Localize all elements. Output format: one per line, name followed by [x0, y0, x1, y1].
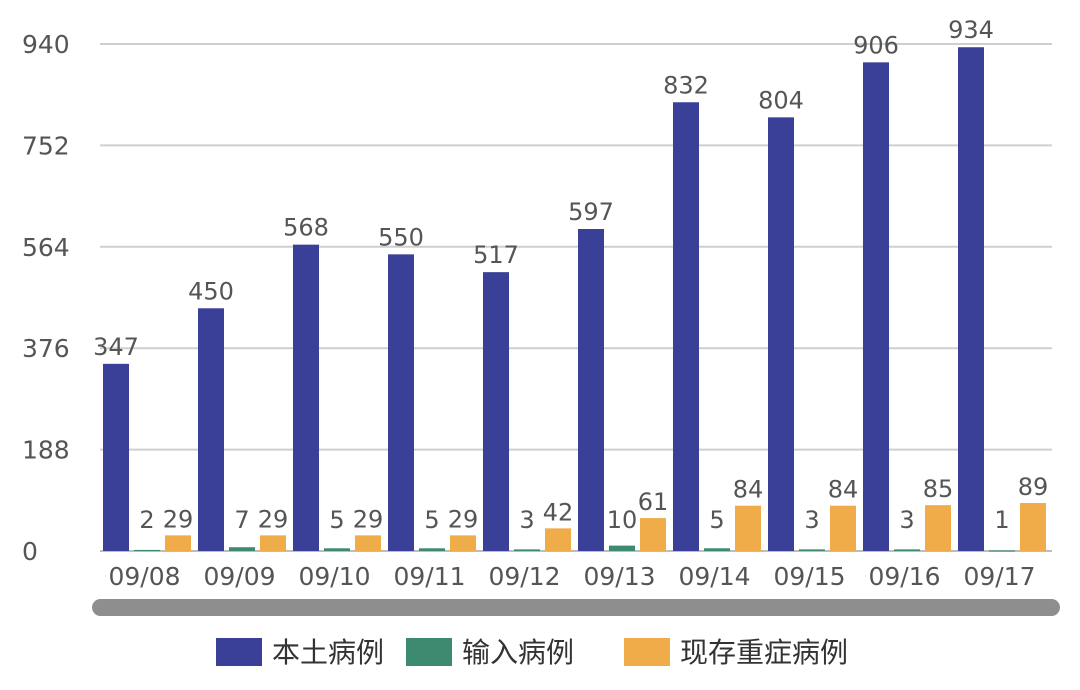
- data-label: 61: [638, 488, 669, 516]
- bar: [450, 535, 476, 551]
- data-label: 597: [568, 198, 614, 226]
- bar: [103, 363, 129, 551]
- data-label: 85: [923, 475, 954, 503]
- bar: [958, 47, 984, 551]
- data-label: 832: [663, 71, 709, 99]
- bar: [388, 254, 414, 551]
- bar: [1020, 502, 1046, 551]
- legend-swatch: [216, 638, 262, 666]
- bar: [419, 548, 445, 551]
- data-label: 5: [424, 506, 439, 534]
- legend-swatch: [624, 638, 670, 666]
- bar: [355, 535, 381, 551]
- y-tick-label: 376: [22, 334, 70, 363]
- x-tick-label: 09/17: [963, 562, 1035, 591]
- x-tick-label: 09/10: [298, 562, 370, 591]
- bar: [673, 102, 699, 551]
- bar: [229, 547, 255, 551]
- data-label: 3: [519, 506, 534, 534]
- data-label: 29: [163, 505, 194, 533]
- data-label: 550: [378, 223, 424, 251]
- data-label: 347: [93, 333, 139, 361]
- bar: [165, 535, 191, 551]
- data-label: 84: [733, 476, 764, 504]
- bar: [830, 505, 856, 551]
- bar: [768, 117, 794, 551]
- data-label: 5: [329, 506, 344, 534]
- y-tick-label: 564: [22, 233, 70, 262]
- data-label: 1: [994, 506, 1009, 534]
- legend: 本土病例 输入病例 现存重症病例: [216, 636, 848, 669]
- data-label: 10: [607, 506, 638, 534]
- data-label: 89: [1018, 473, 1049, 501]
- bar: [324, 548, 350, 551]
- y-axis-ticks: 0 188 376 564 752 940: [22, 30, 70, 566]
- legend-label: 本土病例: [272, 636, 384, 669]
- bar: [609, 545, 635, 551]
- bar: [134, 549, 160, 551]
- data-label: 934: [948, 16, 994, 44]
- bar: [799, 549, 825, 551]
- bar: [578, 229, 604, 551]
- bar: [989, 550, 1015, 552]
- bar: [735, 505, 761, 551]
- x-tick-label: 09/08: [108, 562, 180, 591]
- data-label: 3: [804, 506, 819, 534]
- y-tick-label: 940: [22, 30, 70, 59]
- data-label: 29: [258, 505, 289, 533]
- x-tick-label: 09/09: [203, 562, 275, 591]
- legend-label: 现存重症病例: [680, 636, 848, 669]
- data-label: 517: [473, 241, 519, 269]
- bar: [545, 528, 571, 551]
- data-label: 29: [353, 505, 384, 533]
- data-label: 42: [543, 498, 574, 526]
- bar: [640, 518, 666, 551]
- data-label: 84: [828, 476, 859, 504]
- x-tick-label: 09/15: [773, 562, 845, 591]
- bar: [704, 548, 730, 551]
- x-tick-label: 09/11: [393, 562, 465, 591]
- bar: [894, 549, 920, 551]
- data-label: 5: [709, 506, 724, 534]
- bar: [863, 62, 889, 552]
- bar: [260, 535, 286, 551]
- x-tick-label: 09/12: [488, 562, 560, 591]
- bar: [483, 272, 509, 551]
- bars: [103, 47, 1046, 552]
- x-tick-label: 09/16: [868, 562, 940, 591]
- bar: [293, 244, 319, 551]
- grid-lines: [100, 43, 1052, 552]
- data-label: 2: [139, 506, 154, 534]
- legend-label: 输入病例: [462, 636, 574, 669]
- data-label: 3: [899, 506, 914, 534]
- x-axis-ticks: 09/08 09/09 09/10 09/11 09/12 09/13 09/14 09/15…: [108, 562, 1035, 591]
- bar: [514, 549, 540, 551]
- data-label: 29: [448, 505, 479, 533]
- data-label: 450: [188, 277, 234, 305]
- horizontal-scrollbar[interactable]: [92, 599, 1060, 616]
- y-tick-label: 188: [22, 436, 70, 465]
- x-tick-label: 09/13: [583, 562, 655, 591]
- y-tick-label: 0: [22, 537, 38, 566]
- data-label: 568: [283, 214, 329, 242]
- data-label: 7: [234, 506, 249, 534]
- bar: [198, 308, 224, 551]
- y-tick-label: 752: [22, 131, 70, 160]
- x-tick-label: 09/14: [678, 562, 750, 591]
- data-label: 906: [853, 31, 899, 59]
- bar: [925, 505, 951, 551]
- data-label: 804: [758, 86, 804, 114]
- legend-swatch: [406, 638, 452, 666]
